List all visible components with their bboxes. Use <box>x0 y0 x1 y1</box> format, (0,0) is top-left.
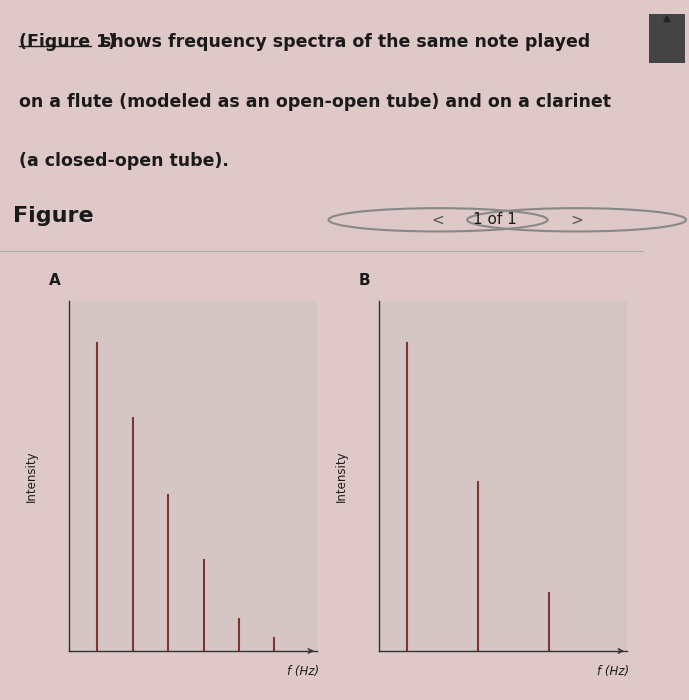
Text: (Figure 1): (Figure 1) <box>19 34 116 51</box>
Text: f (Hz): f (Hz) <box>597 665 630 678</box>
Text: <: < <box>432 212 444 228</box>
Text: B: B <box>359 273 371 288</box>
Bar <box>649 14 685 63</box>
Text: Intensity: Intensity <box>25 450 38 502</box>
Text: Figure: Figure <box>13 206 94 225</box>
Text: >: > <box>570 212 583 228</box>
Text: f (Hz): f (Hz) <box>287 665 320 678</box>
Text: (a closed-open tube).: (a closed-open tube). <box>19 152 229 170</box>
Text: A: A <box>49 273 61 288</box>
Text: shows frequency spectra of the same note played: shows frequency spectra of the same note… <box>95 34 590 51</box>
Text: on a flute (modeled as an open-open tube) and on a clarinet: on a flute (modeled as an open-open tube… <box>19 92 611 111</box>
Text: 1 of 1: 1 of 1 <box>473 212 517 228</box>
Text: Intensity: Intensity <box>336 450 348 502</box>
Text: ▲: ▲ <box>663 13 670 22</box>
